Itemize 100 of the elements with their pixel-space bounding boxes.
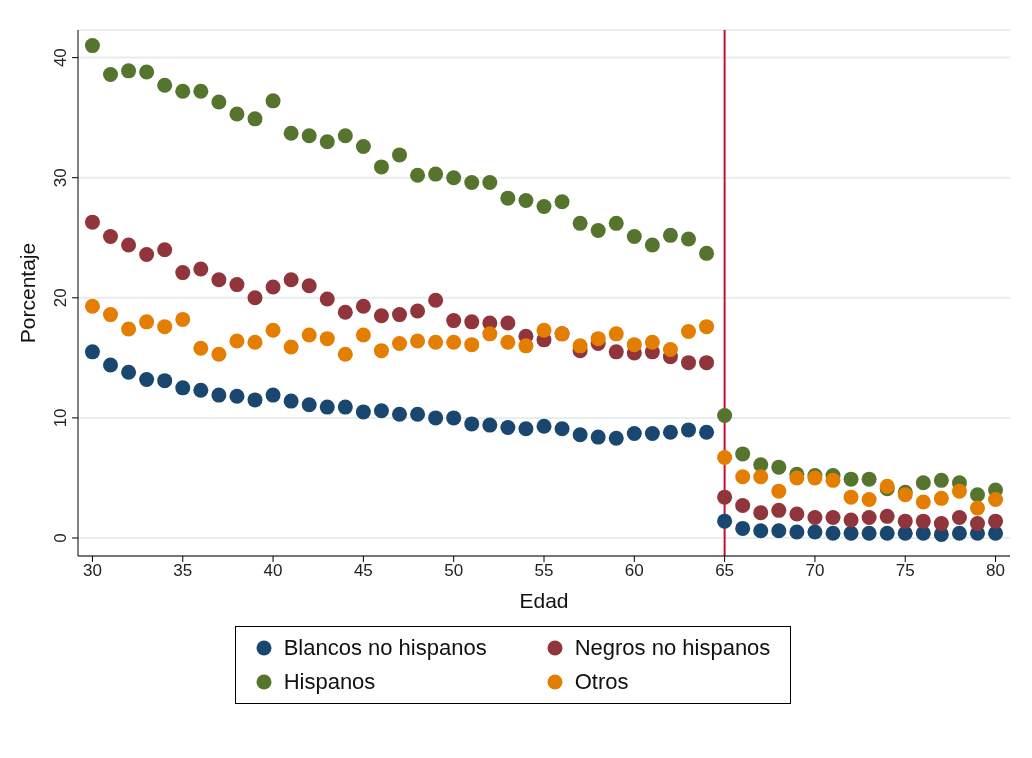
point — [247, 111, 263, 127]
point — [428, 166, 444, 182]
point — [84, 214, 100, 230]
point — [175, 265, 191, 281]
x-tick-label: 80 — [986, 561, 1006, 581]
point — [428, 410, 444, 426]
point — [337, 399, 353, 415]
point — [518, 193, 534, 209]
point — [211, 346, 227, 362]
point — [157, 319, 173, 335]
point — [103, 229, 119, 245]
point — [753, 523, 769, 539]
point — [482, 326, 498, 342]
point — [464, 314, 480, 330]
point — [410, 406, 426, 422]
point — [157, 77, 173, 93]
point — [662, 227, 678, 243]
point — [681, 323, 696, 339]
point — [355, 404, 371, 420]
point — [373, 159, 389, 175]
point — [283, 125, 299, 141]
point — [211, 387, 227, 403]
point — [211, 272, 227, 288]
point — [301, 128, 317, 144]
x-tick-label: 35 — [173, 561, 193, 581]
point — [247, 334, 263, 350]
point — [699, 319, 715, 335]
point — [644, 237, 660, 253]
point — [446, 313, 462, 329]
point — [681, 231, 696, 247]
point — [735, 446, 751, 462]
point — [500, 334, 516, 350]
point — [193, 340, 209, 356]
point — [933, 516, 949, 532]
point — [265, 279, 281, 295]
point — [626, 337, 642, 353]
point — [301, 278, 317, 294]
x-tick-label: 40 — [263, 561, 283, 581]
point — [699, 424, 715, 440]
point — [175, 83, 191, 99]
point — [157, 373, 173, 389]
point — [644, 334, 660, 350]
point — [247, 392, 263, 408]
point — [410, 303, 426, 319]
y-tick-label: 30 — [51, 168, 70, 188]
point — [392, 307, 407, 323]
point — [301, 397, 317, 413]
point — [355, 138, 371, 154]
point — [681, 422, 696, 438]
x-axis-title: Edad — [519, 589, 569, 612]
point — [337, 304, 353, 320]
point — [121, 237, 137, 253]
point — [789, 524, 805, 540]
point — [699, 355, 715, 371]
point — [428, 334, 444, 350]
point — [464, 337, 480, 353]
point — [121, 63, 137, 79]
x-tick-label: 50 — [444, 561, 464, 581]
legend-label: Hispanos — [283, 669, 376, 695]
x-tick-label: 70 — [805, 561, 825, 581]
point — [482, 175, 498, 191]
point — [482, 417, 498, 433]
point — [337, 128, 353, 144]
point — [590, 429, 606, 445]
point — [771, 459, 787, 475]
point — [753, 469, 769, 485]
point — [175, 311, 191, 327]
point — [554, 421, 570, 437]
point — [283, 272, 299, 288]
point — [265, 93, 281, 109]
point — [662, 341, 678, 357]
point — [536, 322, 552, 338]
point — [84, 298, 100, 314]
x-tick-label: 55 — [534, 561, 554, 581]
point — [139, 371, 155, 387]
point — [951, 510, 967, 526]
point — [771, 523, 787, 539]
point — [735, 498, 751, 514]
legend-label: Blancos no hispanos — [283, 635, 487, 661]
point — [915, 494, 931, 510]
point — [337, 346, 353, 362]
point — [157, 242, 173, 258]
x-tick-label: 30 — [82, 561, 102, 581]
point — [969, 516, 985, 532]
point — [626, 229, 642, 245]
point — [500, 315, 516, 331]
point — [717, 489, 733, 505]
point — [392, 147, 407, 163]
point — [771, 502, 787, 518]
point — [193, 83, 209, 99]
point — [283, 393, 299, 409]
point — [373, 343, 389, 359]
point — [139, 314, 155, 330]
point — [355, 327, 371, 343]
point — [392, 335, 407, 351]
point — [355, 298, 371, 314]
point — [843, 512, 859, 528]
point — [518, 338, 534, 354]
y-axis-title: Porcentaje — [16, 242, 40, 344]
point — [843, 525, 859, 541]
